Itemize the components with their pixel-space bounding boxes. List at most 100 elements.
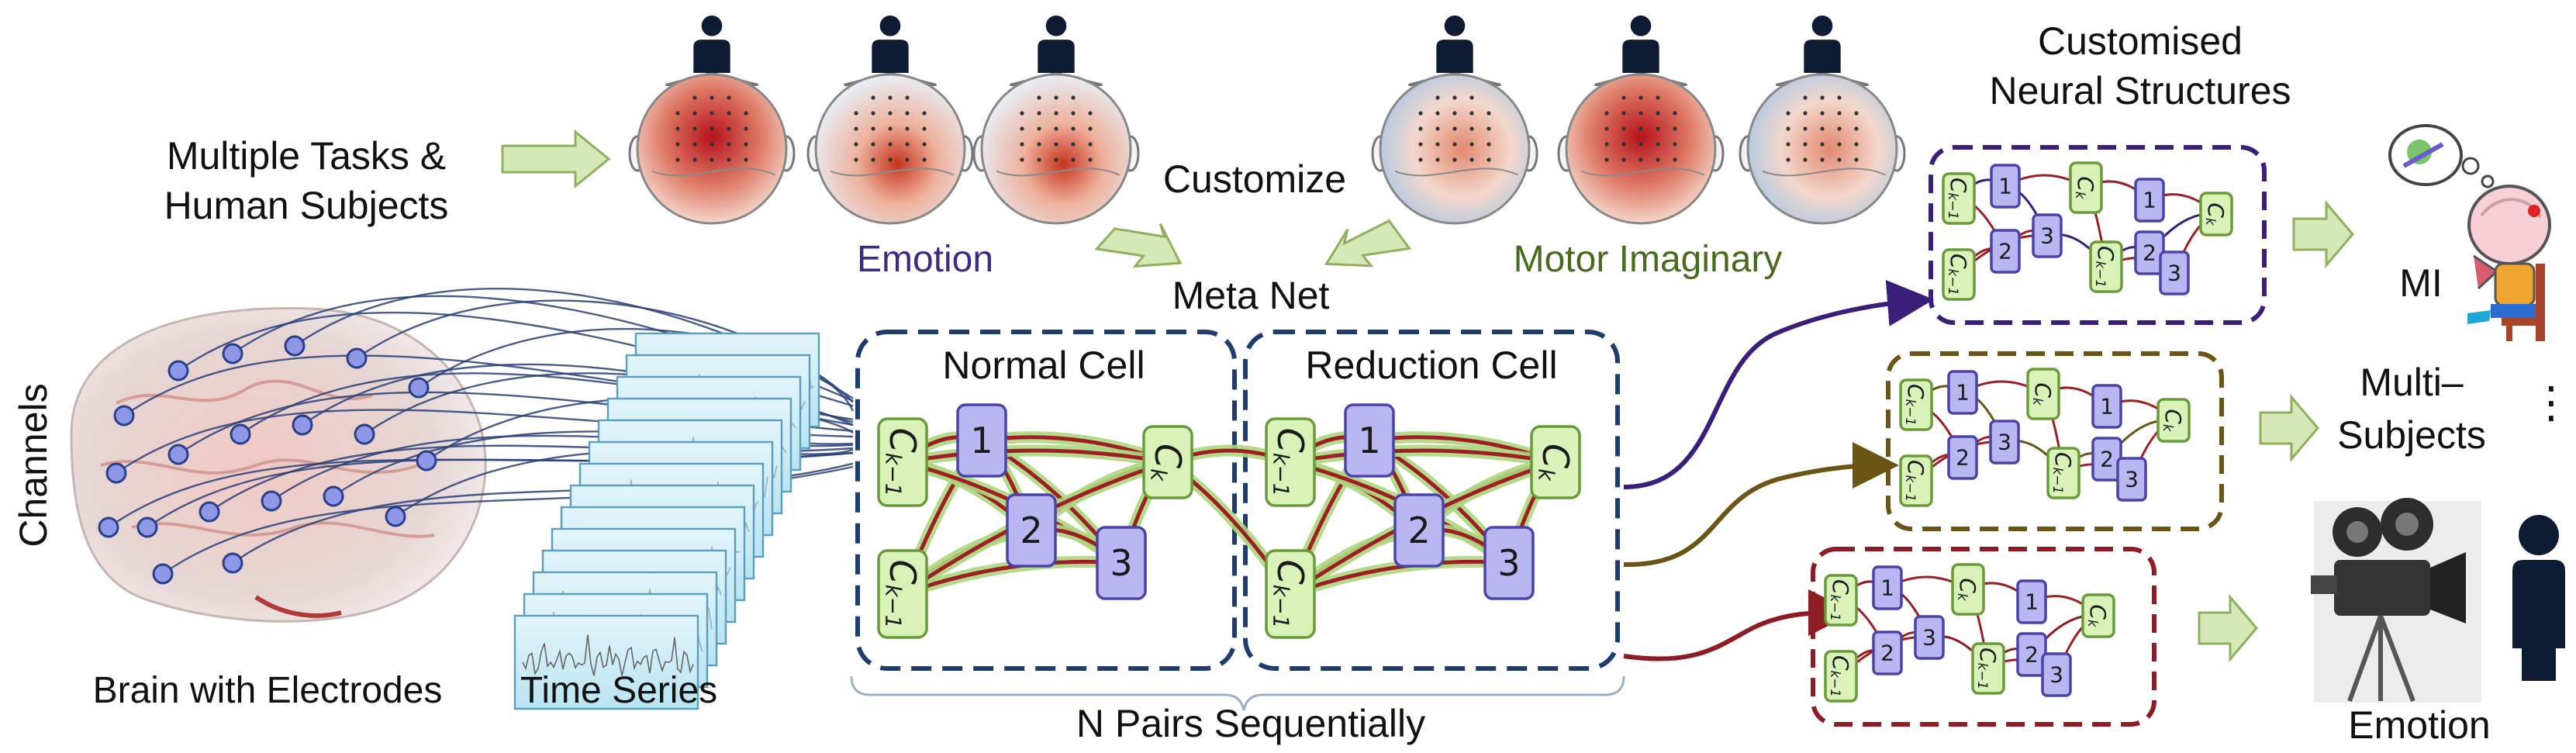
multi-structure-box [1886,351,2224,531]
svg-text:1: 1 [2025,589,2039,615]
multi-subjects-line2: Subjects [2337,413,2486,457]
arrow-to-emotion-structure [1623,589,1855,661]
arrow-to-multi-structure [1623,442,1899,568]
cell-op-node: 3 [1989,420,2020,465]
cell-op-node: 3 [2116,457,2147,502]
cell-op-node: 3 [2159,250,2190,295]
meta-net-label: Meta Net [1172,274,1330,317]
svg-text:1: 1 [2143,188,2156,213]
svg-text:Ck: Ck [1534,444,1576,482]
svg-text:1: 1 [970,420,993,461]
svg-text:1: 1 [1880,575,1894,601]
svg-text:Ck: Ck [2073,176,2099,200]
person-icon [1436,16,1473,73]
cell-input-node: Ck [1951,563,1985,616]
svg-text:2: 2 [1998,239,2012,264]
svg-text:Ck−1: Ck−1 [1828,655,1854,697]
cell-input-node: Ck−1 [877,417,928,507]
eeg-topomap-icon [806,71,974,225]
reduction-cell-box [1243,330,1620,671]
emotion-structure-box [1811,547,2156,727]
cell-op-node: 1 [1872,565,1903,610]
eeg-topomap-icon [628,71,796,225]
mi-output-arrow-icon [2292,199,2354,269]
person-icon-group [693,16,2565,681]
emotion-output-arrow-icon [2198,593,2258,663]
person-icon [872,16,909,73]
svg-text:2: 2 [1880,641,1894,666]
svg-text:Ck−1: Ck−1 [1903,384,1929,426]
svg-text:1: 1 [2100,394,2114,420]
cell-op-node: 1 [956,403,1007,478]
cell-op-node: 3 [2032,213,2063,258]
cell-op-node: 2 [1990,229,2021,274]
cell-op-node: 1 [2091,384,2122,429]
movie-camera-icon [2311,498,2481,703]
person-icon [693,16,730,73]
cell-input-node: Ck [2156,398,2191,443]
svg-text:3: 3 [1497,542,1520,584]
svg-text:Ck−1: Ck−1 [1903,460,1929,502]
svg-text:Ck: Ck [1955,578,1981,602]
cell-op-node: 2 [1947,435,1978,480]
meta-net-nodes: Ck−1 Ck−1 1 2 3 Ck Ck−1 Ck−1 1 2 3 Ck [877,403,1581,639]
cell-op-node: 1 [1947,370,1978,415]
time-series-stack [513,332,820,710]
cell-op-node: 3 [2041,652,2072,697]
mi-label: MI [2399,261,2443,305]
cell-input-node: Ck−1 [2046,447,2080,499]
emotion-output-label: Emotion [2348,703,2490,747]
svg-text:3: 3 [2167,261,2181,286]
svg-text:Ck−1: Ck−1 [1975,648,2001,689]
customised-label-line2: Neural Structures [1989,69,2291,112]
cell-op-node: 3 [1483,526,1535,600]
cell-input-node: Ck [2026,368,2060,420]
cell-op-node: 1 [1344,403,1395,478]
multiple-tasks-label-line2: Human Subjects [164,184,449,227]
svg-text:3: 3 [1998,430,2011,455]
person-icon [1622,16,1659,73]
svg-text:Ck−1: Ck−1 [1946,178,1972,219]
svg-text:Ck−1: Ck−1 [2050,452,2077,494]
svg-text:2: 2 [1020,509,1042,551]
topomap-group [628,71,1906,225]
svg-text:1: 1 [1358,420,1380,461]
channels-label: Channels [12,383,55,547]
eeg-topomap-icon [972,71,1140,225]
svg-text:Ck: Ck [2085,604,2112,628]
cell-input-node: Ck−1 [1942,248,1976,301]
cell-op-node: 2 [1393,493,1445,568]
cell-input-node: Ck−1 [1899,454,1933,507]
cell-input-node: Ck [2069,161,2103,214]
multi-subjects-line1: Multi– [2360,361,2464,404]
svg-text:Ck−1: Ck−1 [881,560,924,629]
customize-arrow-left-icon [1094,223,1183,268]
svg-text:2: 2 [1956,445,1970,471]
svg-text:Ck: Ck [1146,444,1189,482]
input-arrow-icon [501,129,611,189]
cell-input-node: Ck [1142,425,1193,499]
customize-arrow-right-icon [1324,219,1412,268]
brain-with-electrodes-label: Brain with Electrodes [93,670,443,711]
svg-text:1: 1 [1998,174,2012,199]
cell-input-node: Ck−1 [1971,642,2005,695]
cell-input-node: Ck [2199,192,2233,237]
cell-input-node: Ck−1 [1265,417,1316,507]
svg-text:3: 3 [1922,625,1936,651]
cell-op-node: 1 [2134,178,2165,223]
customised-label-line1: Customised [2038,19,2243,63]
structure-nodes: Ck−1Ck−1123CkCk−1123CkCk−1Ck−1123CkCk−11… [1824,161,2233,703]
svg-text:Ck−1: Ck−1 [1269,428,1311,497]
cell-input-node: Ck−1 [1824,650,1858,703]
multi-output-arrow-icon [2259,393,2319,463]
cell-op-node: 2 [2016,632,2047,677]
cell-input-node: Ck [2081,593,2115,638]
person-icon [2512,515,2565,681]
svg-text:2: 2 [2143,240,2156,266]
svg-text:2: 2 [2100,447,2114,472]
svg-text:1: 1 [1956,380,1970,406]
svg-text:Ck−1: Ck−1 [2093,246,2119,288]
cell-op-node: 3 [1096,526,1147,600]
